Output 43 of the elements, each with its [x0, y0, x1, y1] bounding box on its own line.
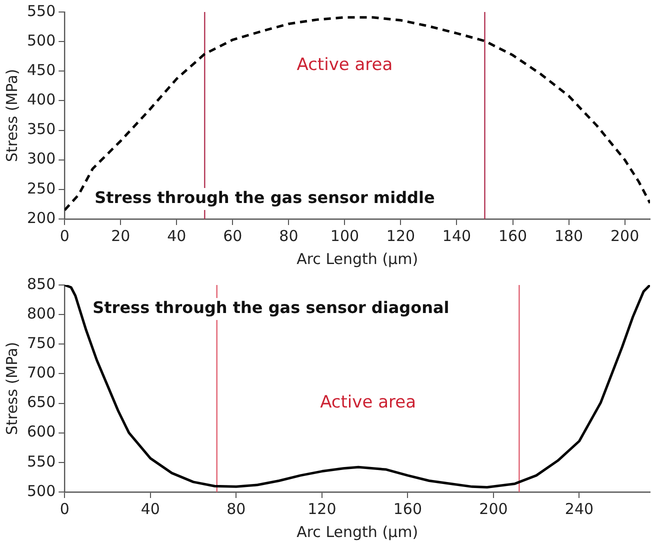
y-tick-label: 800	[26, 304, 56, 322]
y-tick-label: 300	[26, 150, 56, 168]
x-axis-title: Arc Length (µm)	[296, 522, 418, 541]
y-tick-label: 750	[26, 334, 56, 352]
annotation: Active area	[320, 392, 416, 412]
x-tick-label: 0	[60, 500, 70, 518]
y-tick-label: 450	[26, 61, 56, 80]
x-tick-label: 140	[442, 226, 472, 245]
x-tick-label: 40	[167, 226, 186, 245]
line-series	[64, 16, 650, 212]
text: Stress through the gas sensor diagonal	[92, 298, 450, 318]
text: Stress through the gas sensor middle	[94, 188, 435, 208]
y-tick-label: 550	[26, 2, 56, 20]
y-tick-label: 250	[26, 179, 56, 198]
x-tick-label: 160	[498, 226, 528, 245]
y-tick-label: 550	[26, 452, 56, 470]
x-tick-label: 0	[60, 226, 70, 245]
y-tick-label: 500	[26, 31, 56, 50]
x-tick-label: 100	[330, 226, 360, 245]
y-tick-label: 350	[26, 120, 56, 138]
y-tick-label: 500	[26, 482, 56, 500]
x-tick-label: 40	[140, 500, 160, 518]
x-tick-label: 60	[223, 226, 242, 245]
x-tick-label: 80	[226, 500, 246, 518]
x-tick-label: 20	[111, 226, 130, 245]
x-tick-label: 180	[554, 226, 584, 245]
x-tick-label: 200	[610, 226, 640, 245]
y-axis-title: Stress (MPa)	[2, 342, 21, 436]
x-tick-label: 120	[308, 500, 336, 518]
x-tick-label: 160	[393, 500, 422, 518]
y-tick-label: 700	[26, 364, 56, 382]
y-tick-label: 650	[26, 393, 56, 412]
x-tick-label: 80	[279, 226, 298, 245]
y-tick-label: 850	[26, 274, 56, 293]
annotation: Active area	[296, 55, 393, 76]
x-axis-title: Arc Length (µm)	[296, 250, 418, 268]
x-tick-label: 240	[564, 500, 594, 518]
y-tick-label: 600	[26, 422, 56, 441]
x-tick-label: 120	[386, 226, 416, 245]
y-tick-label: 200	[26, 208, 56, 227]
x-tick-label: 200	[479, 500, 508, 518]
y-tick-label: 400	[26, 90, 56, 109]
y-axis-title: Stress (MPa)	[2, 68, 21, 162]
